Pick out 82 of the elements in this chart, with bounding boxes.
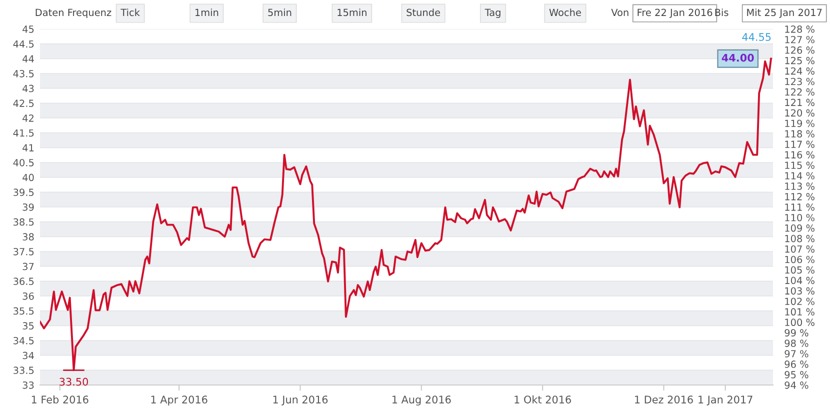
y-tick-label: 37.5 <box>14 248 34 256</box>
y2-tick-label: 104 % <box>785 276 814 284</box>
y-tick-label: 39.5 <box>14 188 34 196</box>
x-tick-label: 1 Jun 2016 <box>273 396 328 406</box>
y2-tick-label: 117 % <box>785 140 814 148</box>
y-tick-label: 43.5 <box>13 70 34 78</box>
y-tick-label: 43 <box>22 84 34 92</box>
x-tick-label: 1 Jan 2017 <box>698 396 752 406</box>
text: Tag <box>484 8 500 18</box>
y2-tick-label: 113 % <box>785 182 814 190</box>
y2-tick-label: 108 % <box>785 234 814 242</box>
annotation: 33.50 <box>60 378 88 386</box>
y2-tick-label: 112 % <box>785 193 814 200</box>
y2-tick-label: 118 % <box>785 130 814 138</box>
y2-tick-label: 98 % <box>784 340 808 347</box>
y2-tick-label: 95 % <box>784 371 808 378</box>
y-tick-label: 38 <box>22 233 34 240</box>
y2-tick-label: 110 % <box>785 214 814 222</box>
y2-tick-label: 114 % <box>785 172 814 180</box>
text: Daten Frequenz <box>36 8 112 18</box>
text: Stunde <box>406 8 440 16</box>
y-tick-label: 33.5 <box>14 366 34 374</box>
y2-tick-label: 105 % <box>785 266 814 274</box>
y-tick-label: 35.5 <box>14 307 34 315</box>
text: Tick <box>120 8 140 16</box>
text: Woche <box>549 8 581 16</box>
y2-tick-label: 116 % <box>785 151 814 158</box>
y-tick-label: 41.5 <box>13 129 34 137</box>
y-tick-label: 34 <box>22 352 34 360</box>
y-tick-label: 36.5 <box>14 278 34 285</box>
text: 1min <box>195 8 218 16</box>
x-tick-label: 1 Apr 2016 <box>151 396 208 406</box>
y2-tick-label: 109 % <box>785 224 814 232</box>
y2-tick-label: 101 % <box>785 308 814 316</box>
y-tick-label: 40 <box>22 174 34 182</box>
text: Bis <box>715 8 728 16</box>
y-tick-label: 37 <box>22 262 34 270</box>
y2-tick-label: 115 % <box>785 162 814 169</box>
y-tick-label: 40.5 <box>13 158 34 166</box>
text: Fre 22 Jan 2016 <box>638 8 712 18</box>
y-tick-label: 41 <box>22 144 34 152</box>
y2-tick-label: 94 % <box>784 381 808 389</box>
y-tick-label: 44.5 <box>13 40 34 48</box>
annotation: 44.55 <box>742 33 771 41</box>
y-tick-label: 34.5 <box>14 336 34 344</box>
y-tick-label: 35 <box>22 322 34 330</box>
x-tick-label: 1 Okt 2016 <box>514 395 571 404</box>
y-tick-label: 44 <box>22 55 34 62</box>
y2-tick-label: 128 % <box>785 25 814 33</box>
annotation: 44.00 <box>722 54 754 62</box>
y2-tick-label: 96 % <box>784 360 808 368</box>
text: 5min <box>268 8 292 16</box>
text: 15min <box>338 8 366 16</box>
y2-tick-label: 122 % <box>785 88 814 96</box>
y2-tick-label: 120 % <box>785 109 814 117</box>
y-tick-label: 42.5 <box>13 100 34 107</box>
y2-tick-label: 127 % <box>785 36 814 44</box>
text: Von <box>611 8 628 16</box>
y2-tick-label: 126 % <box>785 46 814 54</box>
y2-tick-label: 100 % <box>785 318 814 326</box>
y2-tick-label: 123 % <box>785 78 814 86</box>
y2-tick-label: 106 % <box>785 256 814 264</box>
y2-tick-label: 103 % <box>785 287 814 295</box>
x-tick-label: 1 Aug 2016 <box>392 396 451 406</box>
x-tick-label: 1 Feb 2016 <box>32 395 88 404</box>
y2-tick-label: 107 % <box>785 245 814 253</box>
text: Mit 25 Jan 2017 <box>747 8 822 18</box>
y2-tick-label: 97 % <box>784 350 808 358</box>
y2-tick-label: 111 % <box>785 203 814 211</box>
y2-tick-label: 102 % <box>785 298 814 306</box>
y-tick-label: 38.5 <box>14 218 34 226</box>
y-tick-label: 33 <box>22 381 34 389</box>
y2-tick-label: 121 % <box>785 98 814 106</box>
y2-tick-label: 124 % <box>785 67 814 75</box>
y2-tick-label: 125 % <box>785 56 814 64</box>
y2-tick-label: 99 % <box>784 329 808 336</box>
y-tick-label: 36 <box>22 292 34 300</box>
y-tick-label: 39 <box>22 203 34 211</box>
y-tick-label: 45 <box>22 26 34 33</box>
x-tick-label: 1 Dez 2016 <box>635 396 693 404</box>
y-tick-label: 42 <box>22 114 34 122</box>
y2-tick-label: 119 % <box>785 120 814 128</box>
